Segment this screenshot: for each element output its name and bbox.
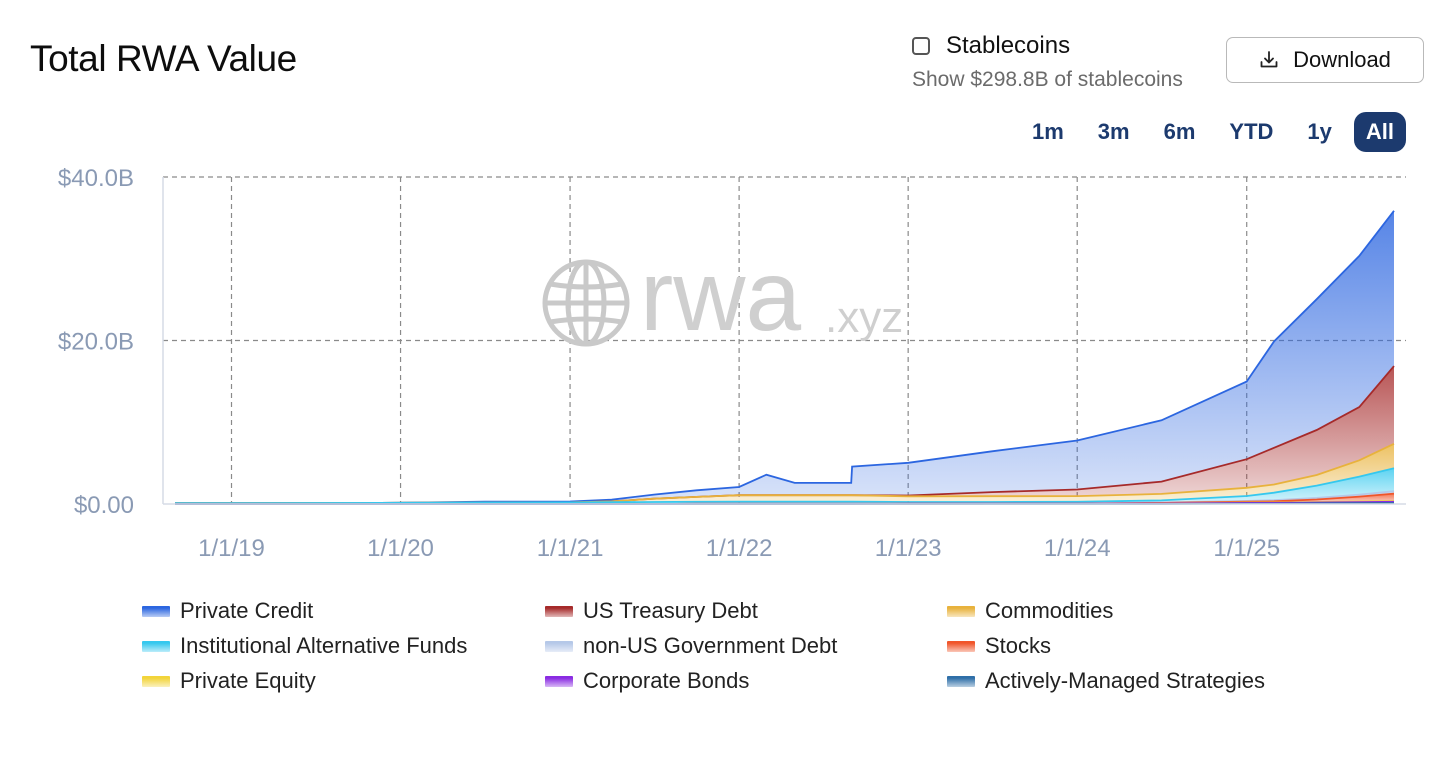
y-tick-label: $20.0B <box>58 329 134 356</box>
globe-icon <box>542 259 630 347</box>
page-title: Total RWA Value <box>30 38 297 79</box>
x-tick-label: 1/1/23 <box>875 535 942 562</box>
legend-item[interactable]: Actively-Managed Strategies <box>947 668 1265 694</box>
chart-axes: $0.00 $20.0B $40.0B 1/1/19 1/1/20 1/1/21 1/1/2… <box>58 165 1406 562</box>
watermark-suffix: .xyz <box>825 293 903 342</box>
x-tick-label: 1/1/20 <box>367 535 434 562</box>
legend-item[interactable]: non-US Government Debt <box>545 633 837 659</box>
chart-grid <box>163 176 1406 504</box>
range-ytd[interactable]: YTD <box>1229 119 1274 144</box>
x-tick-label: 1/1/21 <box>537 535 604 562</box>
legend-item[interactable]: Private Credit <box>142 598 313 624</box>
legend-item[interactable]: US Treasury Debt <box>545 598 758 624</box>
rwa-area-chart: rwa .xyz $0.00 $20.0B $40.0B 1/1/19 1/1/20 1/… <box>58 165 1406 562</box>
x-tick-label: 1/1/25 <box>1213 535 1280 562</box>
legend-label: Private Credit <box>180 598 314 623</box>
download-icon <box>1260 51 1278 68</box>
stablecoins-checkbox[interactable] <box>912 37 930 55</box>
legend-label: Actively-Managed Strategies <box>985 668 1266 693</box>
range-1y[interactable]: 1y <box>1307 119 1332 144</box>
watermark: rwa .xyz <box>542 240 903 352</box>
legend-swatch <box>545 640 573 652</box>
legend-swatch <box>947 640 975 652</box>
legend-label: Corporate Bonds <box>583 668 750 693</box>
download-label[interactable]: Download <box>1293 47 1391 72</box>
stablecoins-toggle: Stablecoins Show $298.8B of stablecoins <box>912 32 1183 92</box>
watermark-brand: rwa <box>640 240 802 352</box>
y-tick-label: $0.00 <box>74 492 134 519</box>
legend-item[interactable]: Institutional Alternative Funds <box>142 633 467 659</box>
legend-swatch <box>545 675 573 687</box>
legend-label: Commodities <box>985 598 1114 623</box>
stablecoins-subtext: Show $298.8B of stablecoins <box>912 68 1183 91</box>
range-1m[interactable]: 1m <box>1032 119 1064 144</box>
legend-swatch <box>947 675 975 687</box>
range-6m[interactable]: 6m <box>1163 119 1196 144</box>
line-institutional-alternative-funds <box>175 467 1395 505</box>
legend-label: Private Equity <box>180 668 316 693</box>
legend-item[interactable]: Private Equity <box>142 668 316 694</box>
x-tick-label: 1/1/22 <box>706 535 773 562</box>
time-range-selector: 1m 3m 6m YTD 1y All <box>1010 112 1406 152</box>
legend-label: Institutional Alternative Funds <box>180 633 468 658</box>
range-all[interactable]: All <box>1353 112 1406 152</box>
legend-label: Stocks <box>985 633 1052 658</box>
download-button[interactable]: Download <box>1226 37 1424 83</box>
range-3m[interactable]: 3m <box>1097 119 1130 144</box>
legend-swatch <box>142 675 170 687</box>
legend-swatch <box>142 605 170 617</box>
y-tick-label: $40.0B <box>58 165 134 192</box>
legend-swatch <box>545 605 573 617</box>
x-tick-label: 1/1/19 <box>198 535 265 562</box>
legend-swatch <box>142 640 170 652</box>
legend-label: US Treasury Debt <box>583 598 758 623</box>
legend-swatch <box>947 605 975 617</box>
legend-label: non-US Government Debt <box>583 633 838 658</box>
legend-item[interactable]: Stocks <box>947 633 1051 659</box>
stablecoins-label[interactable]: Stablecoins <box>946 32 1071 59</box>
legend-item[interactable]: Commodities <box>947 598 1113 624</box>
stablecoins-row: Stablecoins <box>912 32 1183 60</box>
legend-item[interactable]: Corporate Bonds <box>545 668 749 694</box>
x-tick-label: 1/1/24 <box>1044 535 1111 562</box>
